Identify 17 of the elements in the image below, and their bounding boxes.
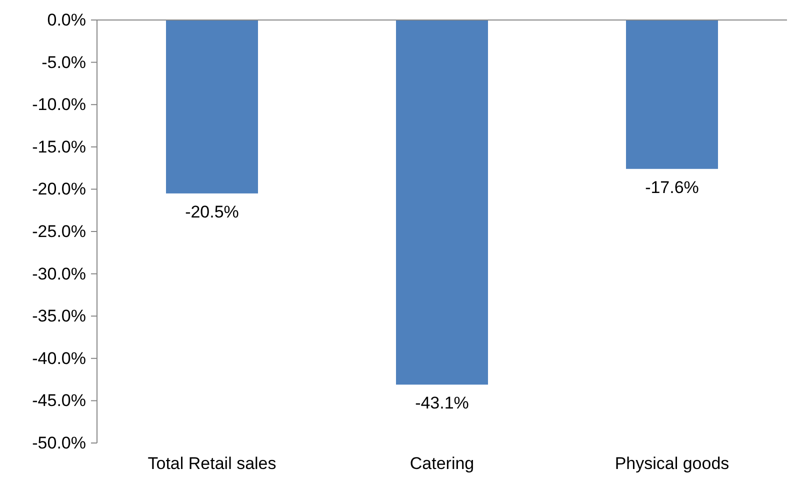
- x-tick-label: Total Retail sales: [148, 454, 276, 473]
- y-tick-label: -40.0%: [32, 348, 86, 368]
- y-tick-label: -5.0%: [42, 52, 86, 72]
- y-tick-label: -15.0%: [32, 137, 86, 156]
- y-tick-label: -30.0%: [32, 264, 86, 284]
- y-tick-label: 0.0%: [47, 10, 86, 30]
- y-tick-label: -20.0%: [32, 180, 86, 199]
- x-tick-label: Catering: [410, 454, 474, 473]
- y-tick-label: -35.0%: [32, 306, 86, 326]
- data-label: -43.1%: [415, 394, 469, 413]
- y-tick-label: -25.0%: [32, 222, 86, 241]
- y-tick-label: -50.0%: [32, 433, 86, 452]
- y-tick-label: -45.0%: [32, 391, 86, 410]
- data-label: -17.6%: [645, 178, 699, 197]
- data-label: -20.5%: [185, 202, 239, 222]
- x-tick-label: Physical goods: [614, 454, 730, 473]
- y-tick-label: -10.0%: [32, 95, 86, 114]
